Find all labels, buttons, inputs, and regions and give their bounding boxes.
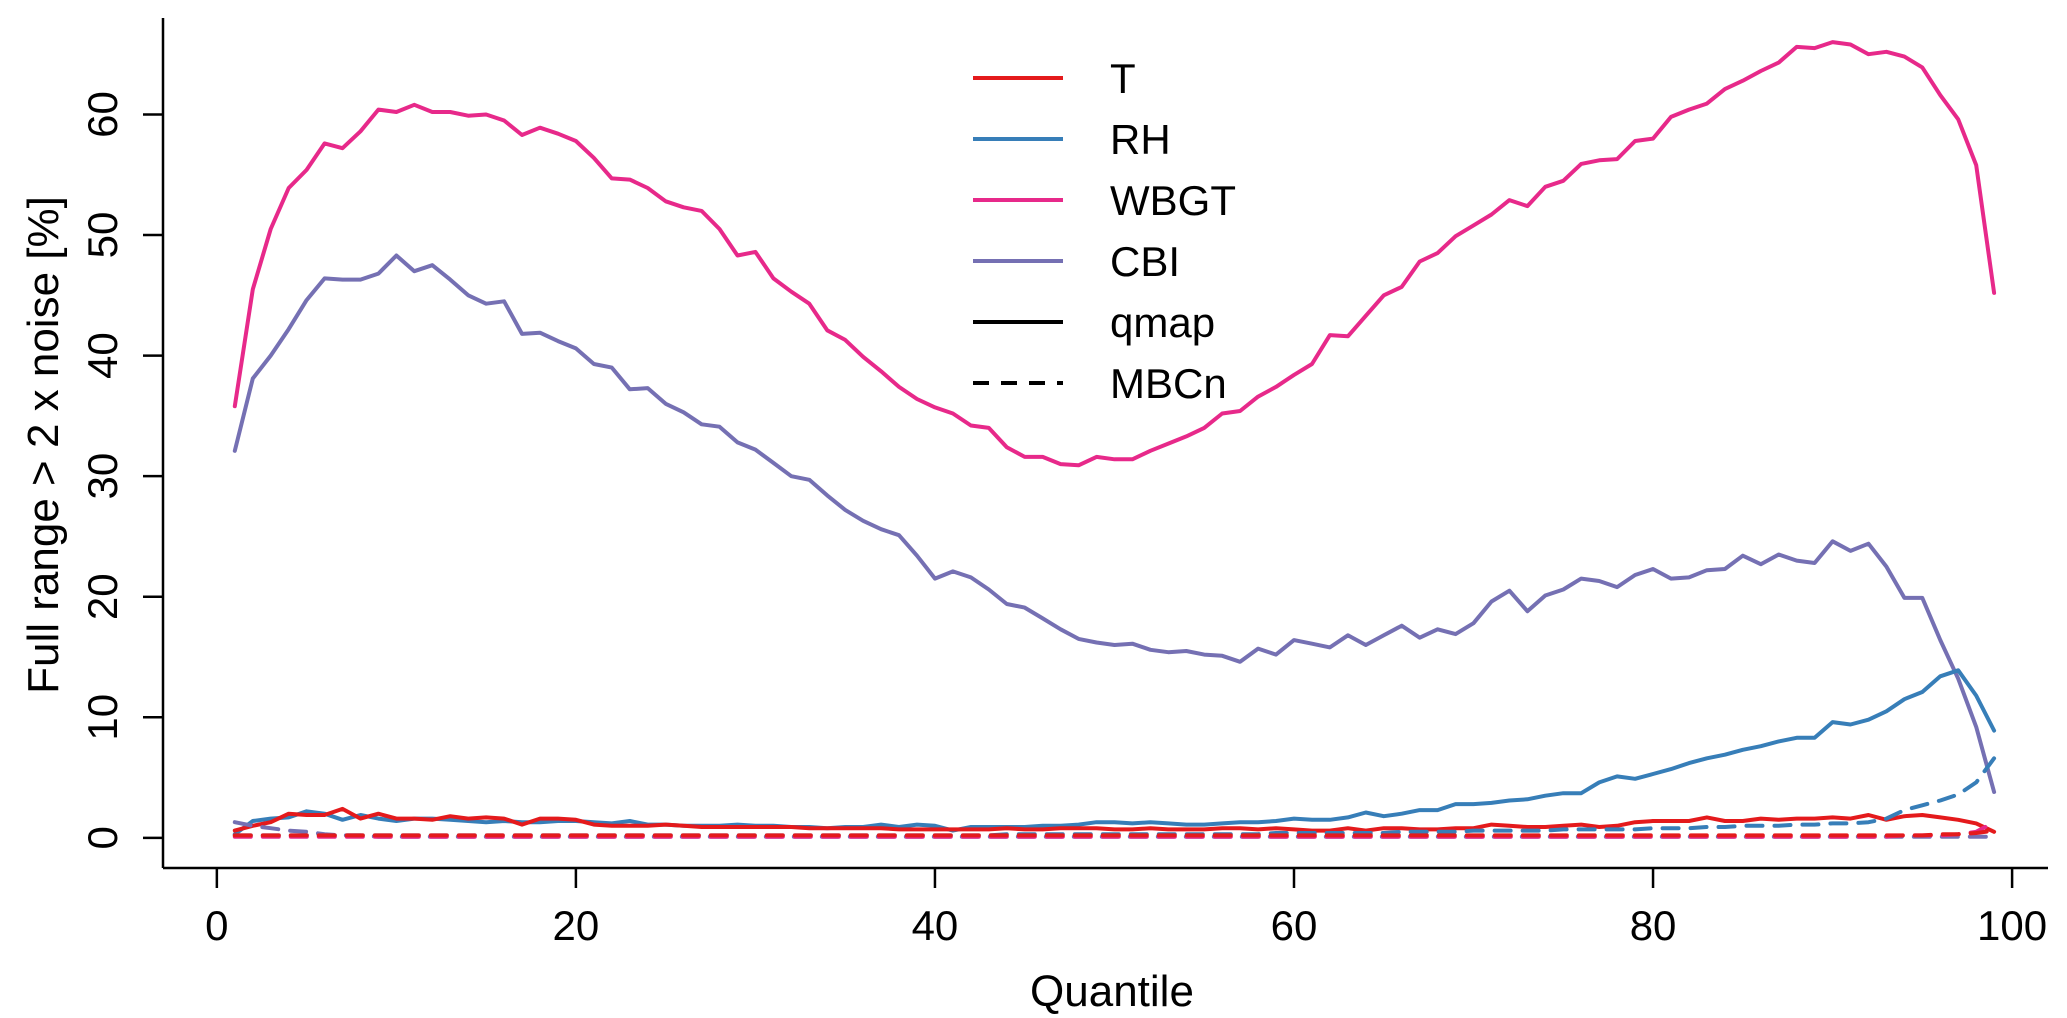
x-tick-label: 60 (1271, 902, 1318, 949)
legend-label-cbi: CBI (1110, 238, 1180, 285)
y-ticks: 0 10 20 30 40 50 60 (79, 91, 163, 850)
series-line-rh-qmap (232, 668, 1997, 837)
y-tick-label: 40 (79, 332, 126, 379)
legend-label-qmap: qmap (1110, 299, 1215, 346)
series-line-t-qmap (232, 806, 1997, 834)
legend: T RH WBGT CBI qmap MBCn (973, 55, 1236, 407)
legend-label-t: T (1110, 55, 1136, 102)
legend-label-mbcn: MBCn (1110, 360, 1227, 407)
x-tick-label: 80 (1630, 902, 1677, 949)
y-tick-label: 0 (79, 826, 126, 849)
y-tick-label: 50 (79, 212, 126, 259)
x-tick-label: 20 (553, 902, 600, 949)
series-line-t-mbcn (232, 828, 1997, 838)
y-axis-title: Full range > 2 x noise [%] (19, 196, 68, 694)
x-tick-label: 0 (205, 902, 228, 949)
x-axis-title: Quantile (1030, 967, 1194, 1016)
series-line-cbi-qmap (232, 253, 1997, 794)
axes (161, 18, 2048, 870)
legend-label-rh: RH (1110, 116, 1171, 163)
x-tick-label: 40 (912, 902, 959, 949)
y-tick-label: 60 (79, 91, 126, 138)
y-tick-label: 20 (79, 573, 126, 620)
series-line-wbgt-qmap (232, 40, 1997, 468)
x-ticks: 0 20 40 60 80 100 (205, 868, 2047, 949)
series-group (232, 40, 1997, 839)
y-tick-label: 10 (79, 694, 126, 741)
y-tick-label: 30 (79, 453, 126, 500)
legend-label-wbgt: WBGT (1110, 177, 1236, 224)
x-tick-label: 100 (1977, 902, 2047, 949)
